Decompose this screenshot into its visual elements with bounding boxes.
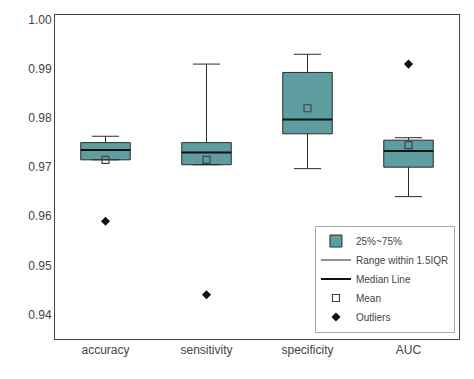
svg-text:0.95: 0.95 (28, 259, 52, 273)
svg-text:0.94: 0.94 (28, 308, 52, 322)
svg-text:25%~75%: 25%~75% (356, 236, 402, 247)
svg-text:0.97: 0.97 (28, 160, 52, 174)
svg-text:Mean: Mean (356, 293, 381, 304)
svg-text:Outliers: Outliers (356, 312, 390, 323)
svg-text:Range within 1.5IQR: Range within 1.5IQR (356, 255, 448, 266)
svg-text:0.96: 0.96 (28, 209, 52, 223)
svg-text:1.00: 1.00 (28, 13, 52, 27)
svg-text:accuracy: accuracy (81, 343, 129, 357)
svg-text:AUC: AUC (396, 343, 422, 357)
svg-text:0.98: 0.98 (28, 111, 52, 125)
svg-text:Median Line: Median Line (356, 274, 411, 285)
svg-text:sensitivity: sensitivity (180, 343, 232, 357)
svg-text:0.99: 0.99 (28, 62, 52, 76)
svg-text:specificity: specificity (281, 343, 333, 357)
